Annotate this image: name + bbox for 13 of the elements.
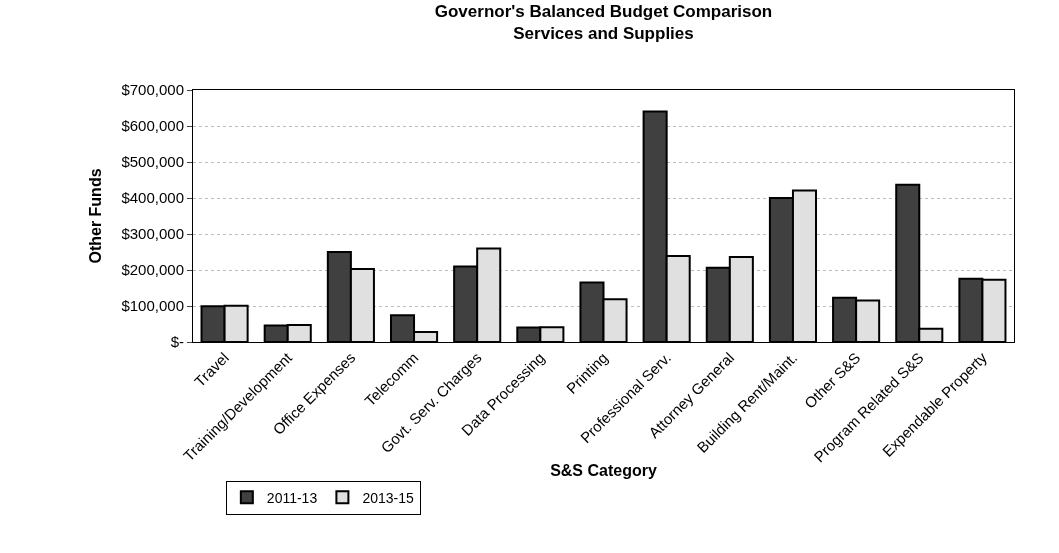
y-tick-label: $300,000 <box>121 225 184 243</box>
y-tick-label: $- <box>170 333 184 351</box>
y-tick-label: $600,000 <box>121 117 184 135</box>
y-tick-label: $500,000 <box>121 153 184 171</box>
x-axis-title: S&S Category <box>550 461 657 479</box>
y-tick-label: $400,000 <box>121 189 184 207</box>
y-tick-label: $200,000 <box>121 261 184 279</box>
y-tick-label: $100,000 <box>121 297 184 315</box>
y-tick-label: $700,000 <box>121 81 184 99</box>
y-axis-title: Other Funds <box>87 168 105 264</box>
legend-label: 2013-15 <box>362 489 414 506</box>
legend-label: 2011-13 <box>266 489 318 506</box>
chart-title: Governor's Balanced Budget Comparison Services and Supplies <box>434 1 773 43</box>
